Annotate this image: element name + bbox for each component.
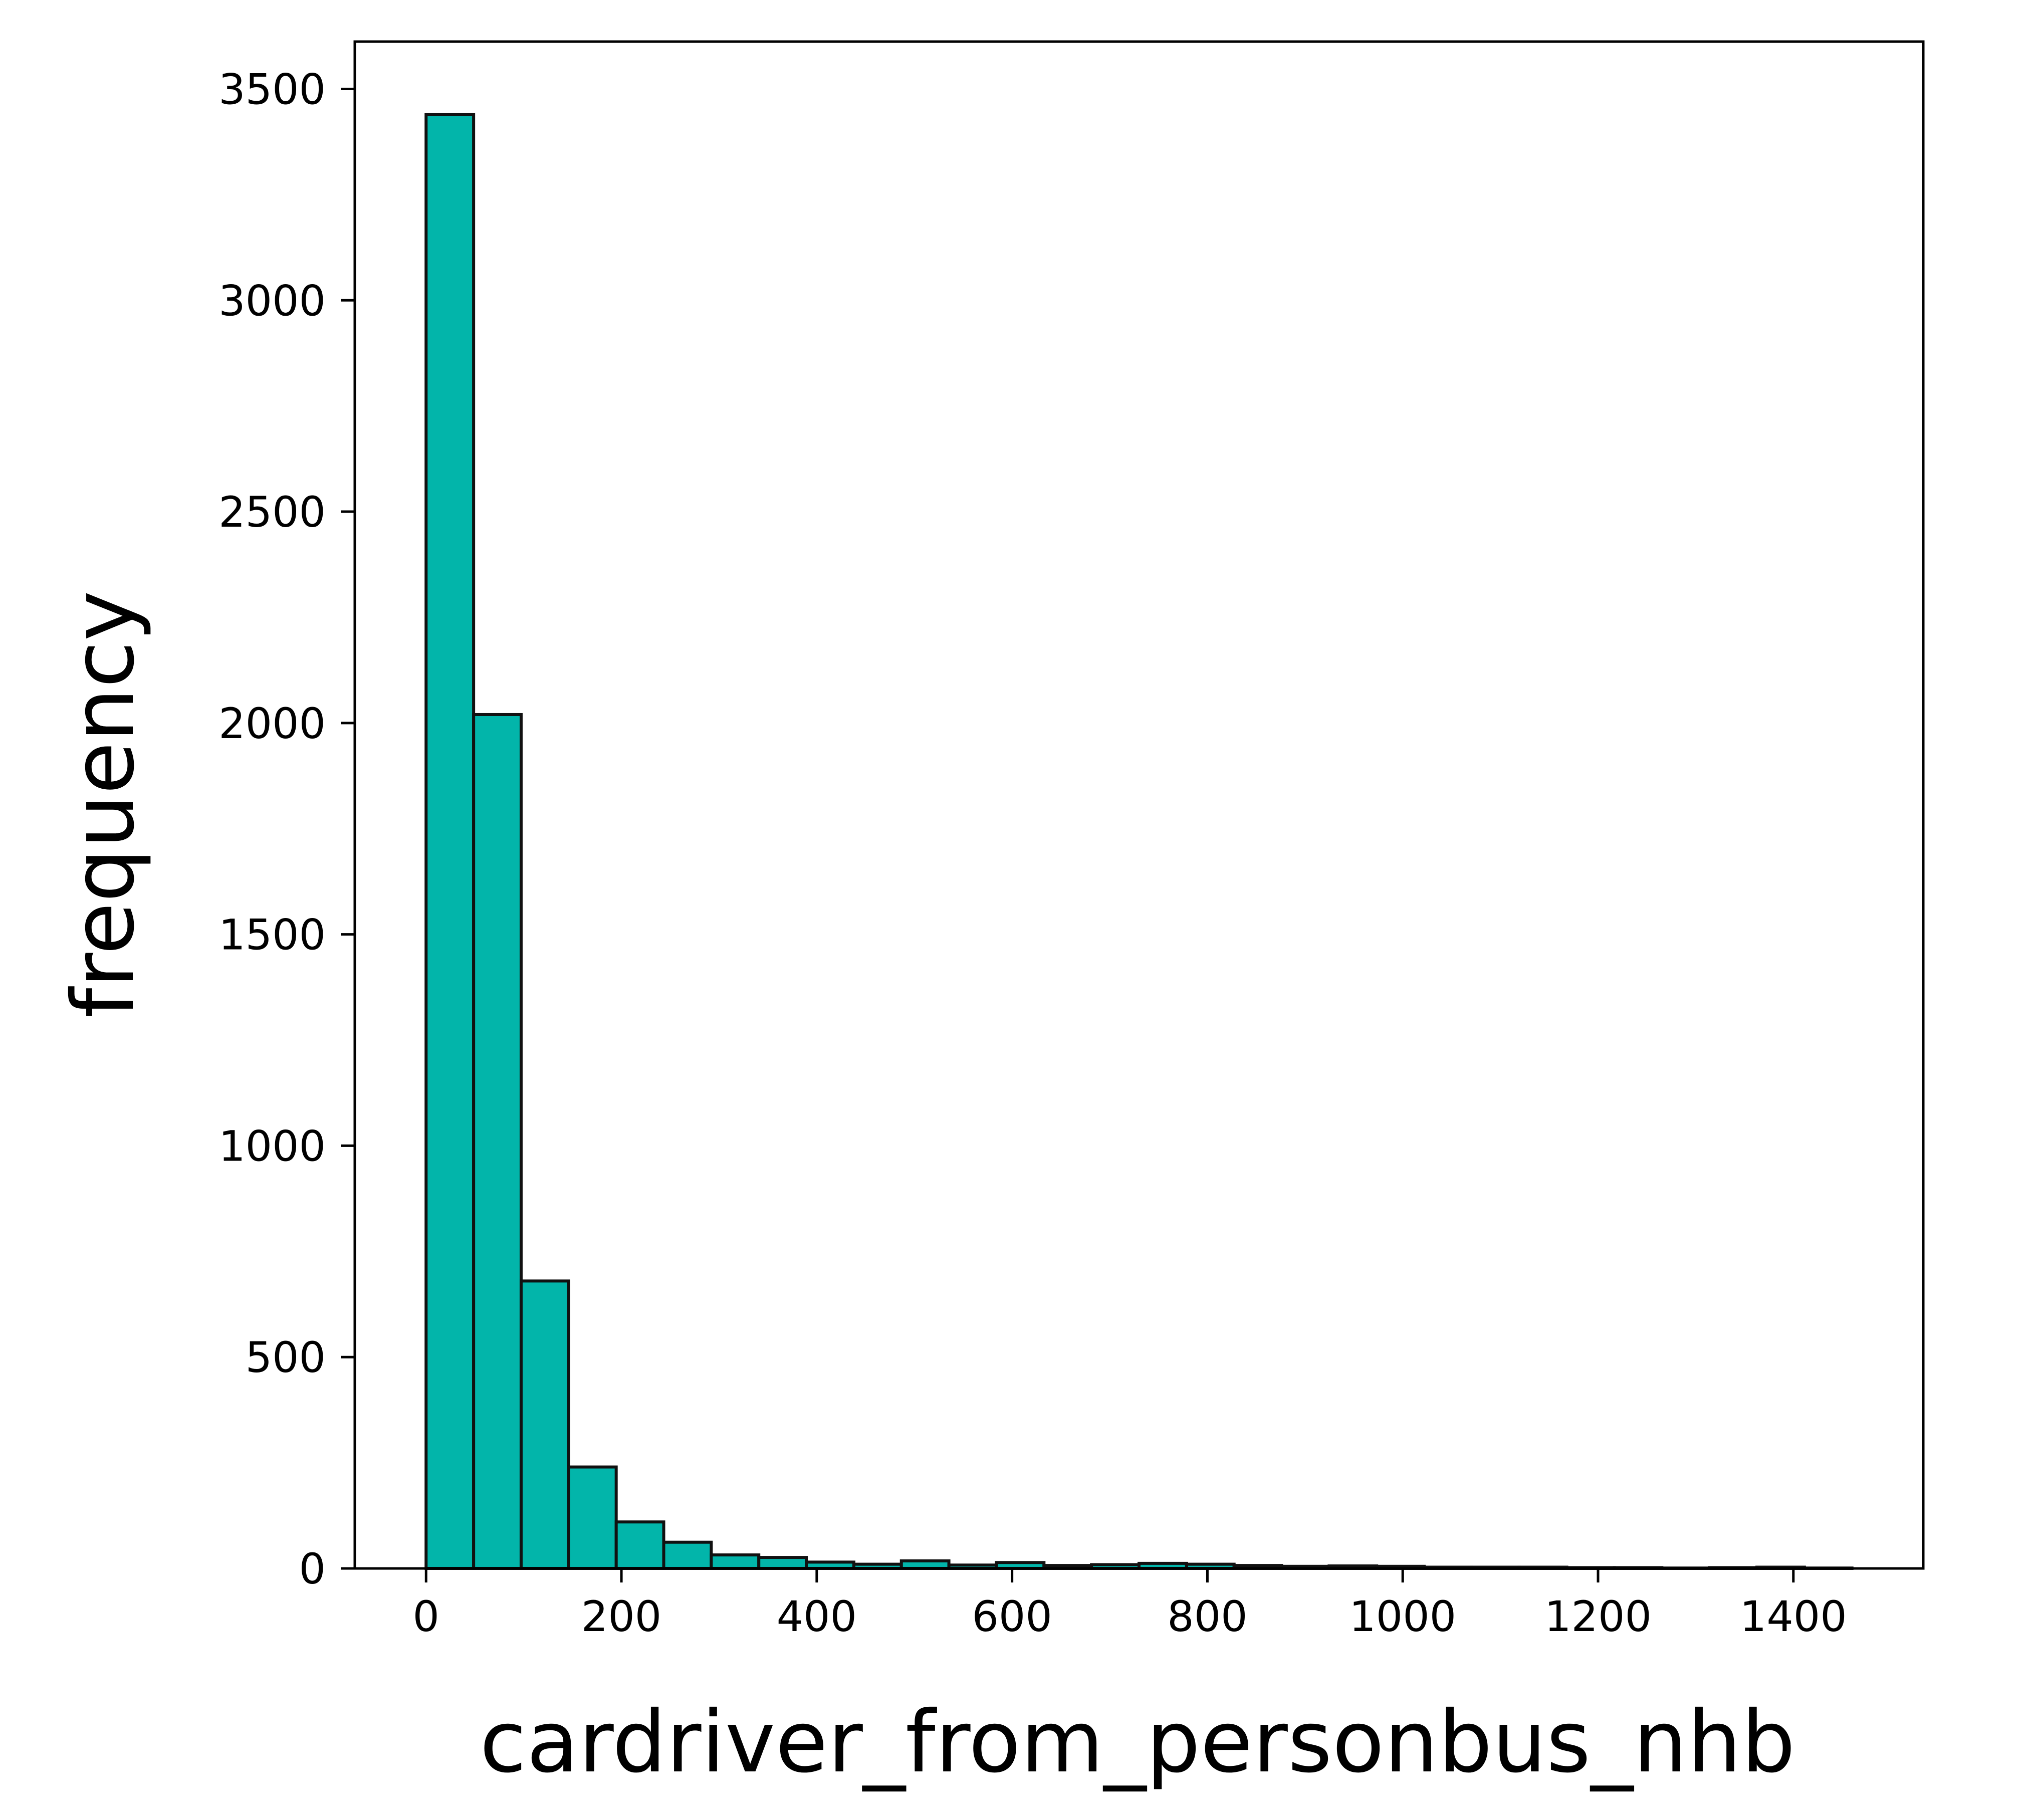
x-tick-label: 1200 <box>1544 1592 1652 1641</box>
y-axis-ticks: 0 500 1000 1500 2000 2500 3000 3500 <box>218 65 355 1594</box>
y-tick-label: 3500 <box>218 65 326 114</box>
y-tick-label: 1500 <box>218 911 326 960</box>
histogram-bar-5 <box>662 1540 713 1570</box>
histogram-bar-2 <box>519 1279 570 1570</box>
histogram-bar-1 <box>472 713 523 1570</box>
plot-frame <box>353 40 1925 1570</box>
x-tick-label: 0 <box>413 1592 439 1641</box>
y-tick-label: 2500 <box>218 488 326 537</box>
histogram-bar-7 <box>757 1556 808 1570</box>
x-tick-label: 1400 <box>1740 1592 1847 1641</box>
y-axis-label: frequency <box>54 591 153 1018</box>
x-tick-label: 400 <box>777 1592 857 1641</box>
histogram-bar-0 <box>424 113 476 1570</box>
y-tick-label: 3000 <box>218 276 326 325</box>
x-tick-label: 1000 <box>1349 1592 1456 1641</box>
x-axis-label: cardriver_from_personbus_nhb <box>480 1693 1795 1792</box>
histogram-bar-3 <box>567 1465 618 1570</box>
y-tick-label: 0 <box>299 1544 326 1594</box>
histogram-bars <box>424 113 1854 1570</box>
histogram-bar-6 <box>710 1553 761 1570</box>
histogram-bar-4 <box>614 1520 665 1570</box>
y-tick-label: 500 <box>246 1333 326 1382</box>
y-tick-label: 1000 <box>218 1121 326 1171</box>
x-tick-label: 800 <box>1167 1592 1247 1641</box>
x-axis-ticks: 0 200 400 600 800 1000 1200 1400 <box>413 1568 1847 1641</box>
x-tick-label: 200 <box>581 1592 661 1641</box>
x-tick-label: 600 <box>972 1592 1052 1641</box>
y-tick-label: 2000 <box>218 699 326 748</box>
